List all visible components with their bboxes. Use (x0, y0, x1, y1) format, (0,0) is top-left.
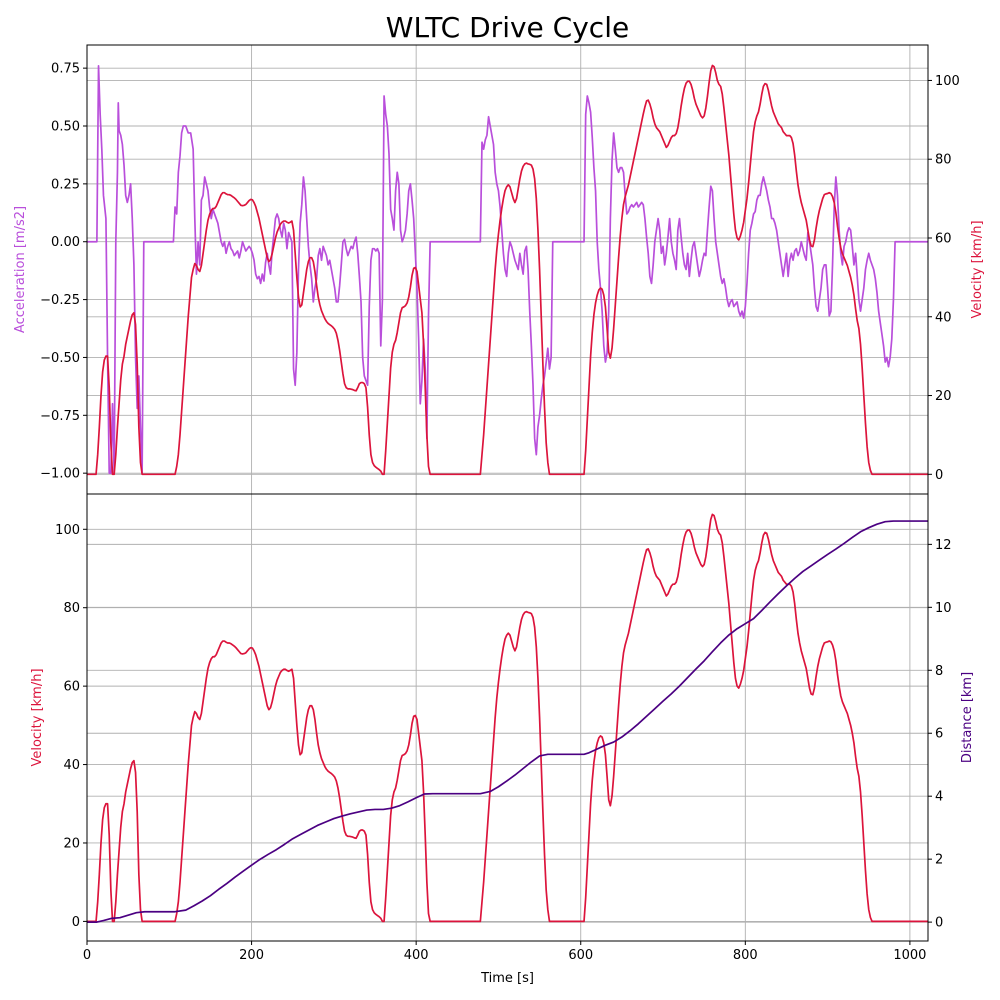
right-tick-label-80: 80 (935, 153, 952, 168)
x-tick-label-400: 400 (404, 948, 429, 963)
y-tick-label-0-25: 0.25 (51, 177, 80, 192)
distance-axis-ticks: 0 2 4 6 8 10 12 (928, 538, 952, 931)
right-tick-label-2: 2 (935, 853, 943, 868)
x-tick-label-600: 600 (568, 948, 593, 963)
y-tick-label-40: 40 (63, 758, 80, 773)
velocity-km-h-line (87, 64, 928, 476)
bottom-velocity-axis-ticks: 0 20 40 60 80 100 (55, 523, 87, 930)
x-tick-label-1000: 1000 (893, 948, 926, 963)
bottom-velocity-axis-label: Velocity [km/h] (30, 668, 45, 766)
right-tick-label-20: 20 (935, 389, 952, 404)
acceleration-velocity-panel: −1.00 −0.75 −0.50 −0.25 0.00 0.25 0.50 0.75 0 20… (13, 45, 985, 494)
distance-axis-label: Distance [km] (960, 672, 975, 763)
top-panel-series (87, 64, 928, 476)
bottom-panel-series (87, 513, 928, 923)
y-tick-label-100: 100 (55, 523, 80, 538)
acceleration-axis-ticks: −1.00 −0.75 −0.50 −0.25 0.00 0.25 0.50 0.75 (40, 62, 87, 482)
time-axis-label: Time [s] (480, 971, 534, 986)
distance-km-line (87, 520, 928, 923)
chart-title: WLTC Drive Cycle (386, 11, 629, 44)
x-tick-label-0: 0 (83, 948, 91, 963)
acceleration-axis-label: Acceleration [m/s2] (13, 206, 28, 333)
axes-frame-1 (86, 493, 929, 942)
right-tick-label-0: 0 (935, 468, 943, 483)
right-tick-label-0: 0 (935, 916, 943, 931)
top-velocity-axis-label: Velocity [km/h] (970, 220, 985, 318)
right-tick-label-6: 6 (935, 727, 943, 742)
right-tick-label-4: 4 (935, 790, 943, 805)
right-tick-label-100: 100 (935, 74, 960, 89)
top-velocity-axis-ticks: 0 20 40 60 80 100 (928, 74, 960, 483)
axes-frames (86, 44, 929, 942)
right-tick-label-12: 12 (935, 538, 952, 553)
y-tick-label-minus-0-25: −0.25 (40, 293, 80, 308)
velocity-km-h-line (87, 513, 928, 923)
x-tick-label-800: 800 (733, 948, 758, 963)
right-tick-label-40: 40 (935, 310, 952, 325)
right-tick-label-8: 8 (935, 664, 943, 679)
y-tick-label-minus-1-00: −1.00 (40, 467, 80, 482)
y-tick-label-0-50: 0.50 (51, 120, 80, 135)
y-tick-label-80: 80 (63, 601, 80, 616)
time-axis-ticks: 0 200 400 600 800 1000 (83, 941, 926, 963)
right-tick-label-10: 10 (935, 601, 952, 616)
top-panel-grid (86, 45, 928, 494)
y-tick-label-0-00: 0.00 (51, 235, 80, 250)
velocity-distance-panel: 0 20 40 60 80 100 0 2 4 6 8 10 12 0 200 400 600 800 1000… (30, 494, 975, 963)
acceleration-m-s2-line (87, 64, 928, 475)
x-tick-label-200: 200 (239, 948, 264, 963)
bottom-panel-grid (86, 494, 928, 941)
y-tick-label-0: 0 (72, 915, 80, 930)
y-tick-label-60: 60 (63, 680, 80, 695)
y-tick-label-20: 20 (63, 836, 80, 851)
y-tick-label-0-75: 0.75 (51, 62, 80, 77)
right-tick-label-60: 60 (935, 231, 952, 246)
y-tick-label-minus-0-50: −0.50 (40, 351, 80, 366)
y-tick-label-minus-0-75: −0.75 (40, 409, 80, 424)
